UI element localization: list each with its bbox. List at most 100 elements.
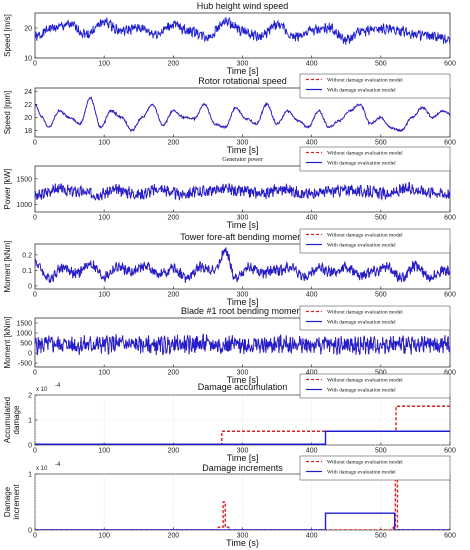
- x-tick-label: 0: [33, 370, 37, 377]
- y-tick-label: 0: [28, 443, 32, 450]
- y-axis-label-part: increment: [12, 484, 21, 520]
- x-tick-label: 0: [33, 140, 37, 147]
- x-tick-label: 500: [375, 370, 387, 377]
- x-tick-label: 200: [167, 140, 179, 147]
- y-exponent: x 10: [36, 466, 48, 472]
- chart-title: Damage increments: [202, 463, 283, 473]
- chart-panel-7: 0 100 200 300 400 500 600 0 1 x 10 -4 Damage increm…: [3, 455, 456, 548]
- x-tick-label: 200: [167, 215, 179, 222]
- y-tick-label: 24: [24, 89, 32, 96]
- y-tick-label: 18: [24, 128, 32, 135]
- chart-title: Rotor rotational speed: [198, 76, 287, 86]
- x-tick-label: 300: [237, 215, 249, 222]
- chart-title: Hub height wind speed: [197, 1, 289, 11]
- x-tick-label: 400: [306, 215, 318, 222]
- legend-box: [299, 305, 451, 331]
- legend-label-2: With damage evaluation model: [327, 470, 396, 476]
- x-tick-label: 400: [306, 448, 318, 455]
- legend: Without damage evaluation model With dama…: [299, 373, 451, 399]
- plot-frame: [34, 12, 451, 59]
- x-tick-label: 600: [444, 215, 456, 222]
- x-tick-label: 400: [306, 533, 318, 540]
- legend-label-1: Without damage evaluation model: [327, 151, 403, 157]
- x-tick-label: 100: [98, 140, 110, 147]
- x-tick-label: 600: [444, 61, 456, 68]
- chart-title: Tower fore-aft bending moment: [180, 232, 305, 242]
- y-tick-label: 20: [24, 26, 32, 33]
- legend-box: [299, 73, 451, 99]
- legend: Without damage evaluation model With dama…: [299, 146, 451, 172]
- legend-label-1: Without damage evaluation model: [327, 78, 403, 84]
- x-tick-label: 300: [237, 533, 249, 540]
- x-tick-label: 600: [444, 140, 456, 147]
- x-tick-label: 0: [33, 215, 37, 222]
- legend: Without damage evaluation model With dama…: [299, 228, 451, 254]
- x-axis-label: Time [s]: [227, 220, 259, 230]
- series-line-2: [35, 96, 450, 133]
- legend-box: [299, 146, 451, 172]
- x-axis-label: Time [s]: [227, 453, 259, 463]
- y-tick-label: 0: [28, 283, 32, 290]
- y-tick-label: 2: [28, 393, 32, 400]
- y-axis-label: Speed [rpm]: [3, 91, 12, 135]
- y-axis-label: Moment [kNm]: [3, 240, 12, 292]
- y-tick-label: 500: [20, 341, 32, 348]
- x-tick-label: 200: [167, 292, 179, 299]
- legend: Without damage evaluation model With dama…: [299, 73, 451, 99]
- x-tick-label: 0: [33, 292, 37, 299]
- x-axis-label: Time [s]: [227, 375, 259, 385]
- x-tick-label: 0: [33, 448, 37, 455]
- legend-box: [299, 455, 451, 481]
- y-tick-label: 1: [28, 418, 32, 425]
- y-tick-label: 1500: [16, 321, 32, 328]
- y-tick-label: 1500: [16, 176, 32, 183]
- x-tick-label: 600: [444, 292, 456, 299]
- x-tick-label: 500: [375, 140, 387, 147]
- y-axis-label: Speed [m/s]: [3, 14, 12, 57]
- y-tick-label: 0.1: [22, 268, 32, 275]
- x-tick-label: 500: [375, 215, 387, 222]
- legend-label-1: Without damage evaluation model: [327, 233, 403, 239]
- x-tick-label: 0: [33, 533, 37, 540]
- chart-panel-4: 0 100 200 300 400 500 600 0 0.1 0.2 Tower fore-aft…: [3, 228, 456, 307]
- x-tick-label: 500: [375, 533, 387, 540]
- y-tick-label: 1000: [16, 331, 32, 338]
- legend-label-1: Without damage evaluation model: [327, 460, 403, 466]
- chart-panel-2: 0 100 200 300 400 500 600 18 20 22 24 Rotor rotatio…: [3, 73, 456, 155]
- legend-label-2: With damage evaluation model: [327, 88, 396, 94]
- legend-label-2: With damage evaluation model: [327, 320, 396, 326]
- x-tick-label: 100: [98, 215, 110, 222]
- chart-panel-1: 0 100 200 300 400 500 600 10 20 Hub height wind s…: [3, 1, 456, 76]
- x-tick-label: 500: [375, 292, 387, 299]
- y-tick-label: -500: [18, 361, 32, 368]
- series-line-2: [35, 333, 450, 356]
- x-tick-label: 100: [98, 533, 110, 540]
- legend: Without damage evaluation model With dama…: [299, 455, 451, 481]
- x-tick-label: 400: [306, 370, 318, 377]
- x-tick-label: 300: [237, 370, 249, 377]
- x-axis-label: Time [s]: [227, 66, 259, 76]
- y-axis-label-part: damage: [12, 405, 21, 434]
- x-tick-label: 200: [167, 61, 179, 68]
- x-tick-label: 100: [98, 61, 110, 68]
- x-tick-label: 300: [237, 61, 249, 68]
- y-tick-label: 0: [28, 528, 32, 535]
- series-line-1: [35, 16, 450, 45]
- y-exponent-power: -4: [55, 383, 61, 389]
- y-tick-label: 10: [24, 56, 32, 63]
- chart-title: Damage accumulation: [198, 382, 288, 392]
- chart-title: Generator power: [222, 157, 262, 163]
- y-tick-label: 0: [28, 351, 32, 358]
- y-tick-label: 20: [24, 115, 32, 122]
- y-axis-label-part: Accumulated: [3, 397, 12, 443]
- x-axis-label: Time [s]: [227, 297, 259, 307]
- legend-box: [299, 228, 451, 254]
- y-tick-label: 1: [28, 472, 32, 479]
- legend-label-1: Without damage evaluation model: [327, 310, 403, 316]
- x-tick-label: 600: [444, 448, 456, 455]
- y-axis-label-part: Damage: [3, 486, 12, 517]
- x-tick-label: 600: [444, 370, 456, 377]
- y-exponent-power: -4: [55, 462, 61, 468]
- series-line-2: [35, 247, 450, 284]
